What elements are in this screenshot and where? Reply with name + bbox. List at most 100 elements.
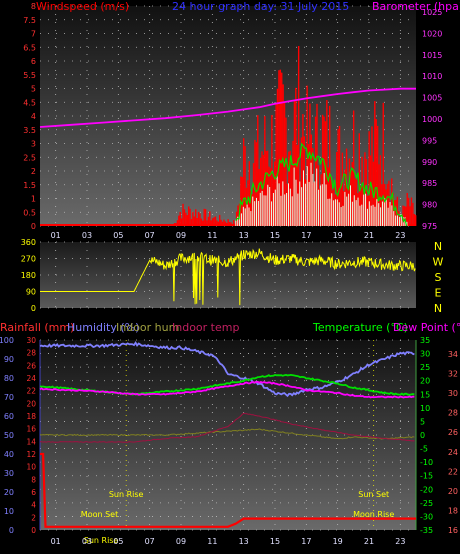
compass-label: S [435,271,442,284]
direction-y-tick: 90 [26,288,36,297]
climate-x-tick: 09 [176,537,186,546]
barometer-y-tick: 1015 [422,51,442,60]
indoor-temp-y-tick: 16 [448,526,458,535]
rain-y-tick: 26 [26,361,36,370]
temperature-y-tick: 30 [420,350,430,359]
indoor-temp-y-ticks: 34 32 30 28 26 24 22 20 18 16 [448,350,458,535]
wind-x-tick: 03 [82,231,92,240]
barometer-y-tick: 985 [422,179,437,188]
humidity-y-tick: 70 [4,393,14,402]
climate-x-tick: 07 [145,537,155,546]
wind-y-tick: 7 [31,30,36,39]
rain-y-tick: 20 [26,399,36,408]
wind-y-tick: 4.5 [23,98,36,107]
wind-x-tick: 07 [145,231,155,240]
wind-x-tick: 11 [207,231,217,240]
temperature-y-tick: 15 [420,390,430,399]
humidity-y-tick: 10 [4,507,14,516]
rainfall-path [40,452,416,528]
humidity-y-tick: 90 [4,355,14,364]
climate-x-tick: 13 [239,537,249,546]
barometer-axis-label: Barometer (hpa) [372,0,460,13]
indoor-temp-y-tick: 32 [448,370,458,379]
compass-label: N [434,302,442,315]
wind-y-tick: 3.5 [23,126,36,135]
temperature-y-tick: 35 [420,336,430,345]
annotation-label: Sun Set [358,490,389,499]
direction-grid [40,241,416,309]
rain-y-tick: 2 [31,513,36,522]
climate-x-tick: 23 [395,537,405,546]
direction-plot-bg [40,242,416,308]
legend-indoor-temp: Indoor temp [172,321,239,334]
wind-y-tick: 6 [31,57,36,66]
temperature-y-tick: 10 [420,404,430,413]
climate-panel: Sun Rise Moon Set Sun Rise Sun Set Moon Rise… [0,321,460,546]
indoor-temp-y-tick: 18 [448,506,458,515]
humidity-y-tick: 50 [4,431,14,440]
graph-title: 24 hour graph day: 31 July 2015 [172,0,349,13]
windspeed-axis-label: Windspeed (m/s) [36,0,129,13]
wind-direction-path [40,248,416,306]
humidity-y-tick: 100 [0,336,14,345]
legend-humidity: Humidity (%) [67,321,139,334]
wind-x-tick: 09 [176,231,186,240]
climate-x-tick: 15 [270,537,280,546]
humidity-y-tick: 30 [4,469,14,478]
wind-y-tick: 3 [31,140,36,149]
wind-y-tick: 7.5 [23,16,36,25]
barometer-y-tick: 1005 [422,94,442,103]
legend-temperature: Temperature (°C) [312,321,408,334]
rain-y-tick: 24 [26,374,36,383]
rain-y-tick: 22 [26,387,36,396]
indoor-temp-y-tick: 22 [448,467,458,476]
barometer-y-tick: 980 [422,201,437,210]
humidity-path [39,340,415,398]
temperature-y-tick: -15 [420,472,433,481]
wind-x-tick: 17 [301,231,311,240]
direction-y-ticks: 360 270 180 90 0 [21,238,36,313]
temperature-y-tick: 5 [420,417,425,426]
climate-x-tick: 17 [301,537,311,546]
temperature-y-tick: -5 [420,445,428,454]
barometer-y-tick: 975 [422,222,437,231]
legend-indoor-hum: Indoor hum [116,321,179,334]
average-wind-line [235,142,408,227]
barometer-y-tick: 1000 [422,115,442,124]
compass-label: W [433,256,444,269]
wind-y-tick: 5 [31,85,36,94]
wind-y-tick: 0 [31,222,36,231]
rain-y-tick: 12 [26,450,36,459]
wind-x-tick: 23 [395,231,405,240]
indoor-temp-y-tick: 26 [448,428,458,437]
rain-y-tick: 0 [31,526,36,535]
direction-y-tick: 180 [21,271,36,280]
temperature-y-tick: -20 [420,485,433,494]
wind-y-tick: 8 [31,2,36,11]
indoor-temp-y-tick: 30 [448,389,458,398]
direction-y-tick: 270 [21,255,36,264]
rain-y-tick: 4 [31,501,36,510]
temperature-y-tick: -25 [420,499,433,508]
barometer-y-tick: 1025 [422,8,442,17]
barometer-y-tick: 1020 [422,29,442,38]
sun-moon-annotations: Sun Rise Moon Set Sun Rise Sun Set Moon Rise [81,340,394,545]
average-wind-path [235,142,408,227]
wind-y-ticks: 8 7.5 7 6.5 6 5.5 5 4.5 4 3.5 3 2.5 2 1.5 1 0.5 0 [23,2,36,231]
humidity-y-tick: 40 [4,450,14,459]
rain-y-tick: 18 [26,412,36,421]
wind-y-tick: 6.5 [23,43,36,52]
barometer-y-tick: 990 [422,158,437,167]
wind-x-tick: 05 [113,231,123,240]
climate-x-tick: 03 [82,537,92,546]
dewpoint-path [39,381,415,399]
temperature-y-tick: -10 [420,458,433,467]
barometer-y-ticks: 1025 1020 1015 1010 1005 1000 995 990 985 980 975 [422,8,442,231]
rain-y-tick: 30 [26,336,36,345]
wind-y-tick: 1 [31,195,36,204]
wind-x-tick: 01 [51,231,61,240]
